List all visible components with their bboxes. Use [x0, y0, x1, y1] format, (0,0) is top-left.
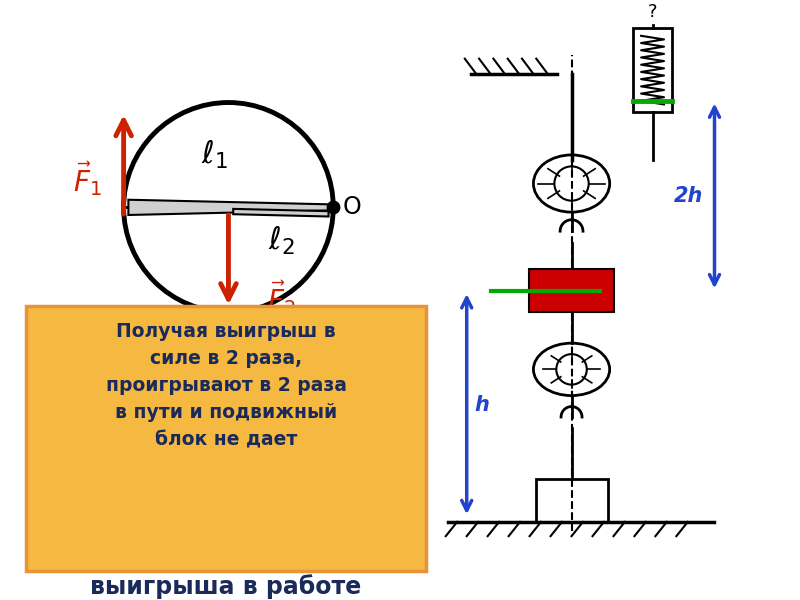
FancyBboxPatch shape: [26, 305, 426, 571]
Text: ?: ?: [648, 2, 658, 20]
Text: $\vec{F}_1$: $\vec{F}_1$: [73, 160, 102, 198]
Bar: [529, 269, 614, 312]
Polygon shape: [234, 209, 329, 217]
Text: 2h: 2h: [674, 186, 703, 206]
Text: $\ell_2$: $\ell_2$: [268, 224, 294, 257]
Text: $\vec{F}_2$: $\vec{F}_2$: [266, 278, 295, 317]
Text: выигрыша в работе: выигрыша в работе: [90, 574, 362, 599]
Polygon shape: [128, 200, 329, 215]
Text: O: O: [343, 196, 362, 220]
Bar: [536, 479, 608, 522]
Text: $\ell_1$: $\ell_1$: [201, 139, 227, 171]
Text: h: h: [474, 395, 490, 415]
Bar: [634, 28, 672, 112]
Text: Получая выигрыш в
силе в 2 раза,
проигрывают в 2 раза
в пути и подвижный
блок не: Получая выигрыш в силе в 2 раза, проигры…: [106, 322, 346, 450]
